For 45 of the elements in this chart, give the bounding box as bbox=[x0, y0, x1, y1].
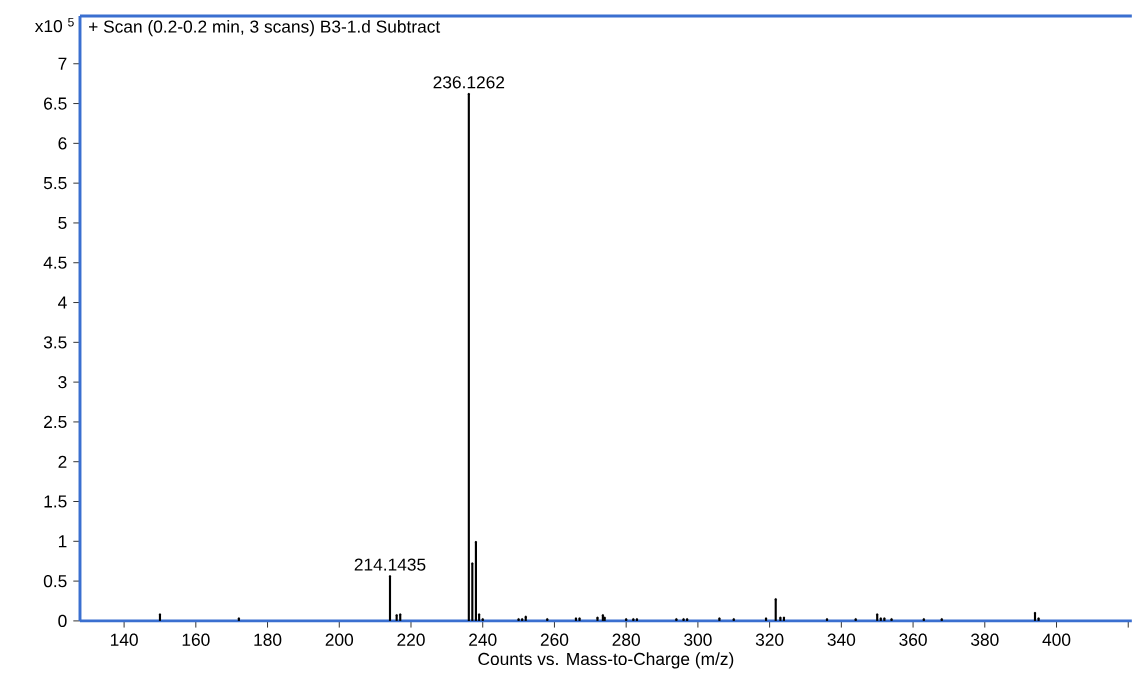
y-tick-label: 5.5 bbox=[43, 177, 67, 190]
x-tick-label: 160 bbox=[182, 633, 210, 646]
x-tick-label: 240 bbox=[469, 633, 497, 646]
y-tick-label: 0 bbox=[58, 614, 67, 628]
y-axis-title: x10 $^{5}$ bbox=[34, 17, 74, 33]
y-tick-label: 4.5 bbox=[43, 256, 67, 269]
x-tick-label: 380 bbox=[971, 633, 999, 646]
point bbox=[1033, 611, 1037, 615]
x-tick-label: 340 bbox=[827, 633, 856, 646]
x-tick-label: 320 bbox=[755, 633, 784, 646]
x-axis-title: Counts vs. Mass-to-Charge (m/z) bbox=[478, 652, 734, 669]
y-tick-label: 4 bbox=[58, 296, 67, 309]
point bbox=[477, 613, 481, 616]
x-tick-label: 260 bbox=[540, 633, 569, 646]
y-tick-label: 6 bbox=[58, 137, 67, 150]
point bbox=[395, 614, 398, 617]
x-tick-label: 300 bbox=[684, 633, 712, 646]
point bbox=[471, 562, 474, 565]
y-tick-label: 7 bbox=[58, 57, 67, 70]
y-tick-label: 3 bbox=[58, 376, 67, 389]
point bbox=[158, 613, 162, 616]
y-tick-label: 1 bbox=[58, 535, 67, 548]
point bbox=[774, 598, 777, 601]
x-tick-label: 140 bbox=[110, 633, 138, 646]
x-tick-label: 280 bbox=[612, 633, 640, 646]
y-tick-label: 5 bbox=[58, 216, 67, 230]
y-tick-label: 2.5 bbox=[44, 415, 67, 429]
point bbox=[876, 613, 879, 616]
point bbox=[399, 613, 402, 616]
y-tick-label: 3.5 bbox=[43, 336, 67, 349]
y-tick-label: 2 bbox=[58, 455, 67, 468]
annotation: 236.1262 bbox=[433, 76, 505, 89]
x-tick-label: 400 bbox=[1042, 633, 1071, 646]
x-tick-label: 180 bbox=[254, 633, 282, 646]
x-tick-label: 360 bbox=[899, 633, 927, 646]
y-tick-label: 6.5 bbox=[44, 97, 67, 110]
point bbox=[467, 92, 470, 96]
x-tick-label: 220 bbox=[397, 633, 425, 646]
y-tick-label: 0.5 bbox=[43, 575, 67, 588]
chart-title: + Scan (0.2-0.2 min, 3 scans) B3-1.d Subtract bbox=[89, 20, 441, 37]
annotation: 214.1435 bbox=[354, 558, 426, 571]
x-tick-label: 200 bbox=[325, 633, 354, 646]
y-tick-label: 1.5 bbox=[44, 495, 67, 508]
point bbox=[388, 575, 392, 578]
point bbox=[474, 541, 478, 544]
